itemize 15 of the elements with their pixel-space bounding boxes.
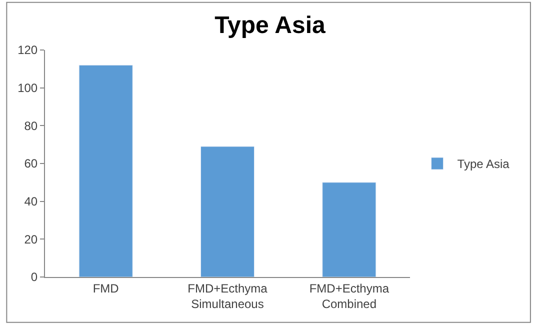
bar [322, 182, 376, 277]
y-tick-label: 40 [24, 194, 38, 209]
y-tick-label: 100 [18, 81, 38, 96]
x-tick-label: FMD+Ecthyma Simultaneous [188, 281, 268, 311]
y-tick-label: 20 [24, 232, 38, 246]
chart-title: Type Asia [214, 12, 326, 40]
bar [78, 64, 133, 277]
x-tick-label: FMD [92, 281, 120, 296]
x-tick-label: FMD+Ecthyma Combined [309, 281, 390, 311]
bar [200, 146, 255, 277]
y-tick-label: 60 [24, 156, 38, 171]
y-tick-label: 120 [18, 43, 38, 58]
y-tick-label: 0 [30, 270, 38, 284]
legend-label: Type Asia [457, 157, 510, 172]
y-tick-label: 80 [24, 118, 38, 133]
